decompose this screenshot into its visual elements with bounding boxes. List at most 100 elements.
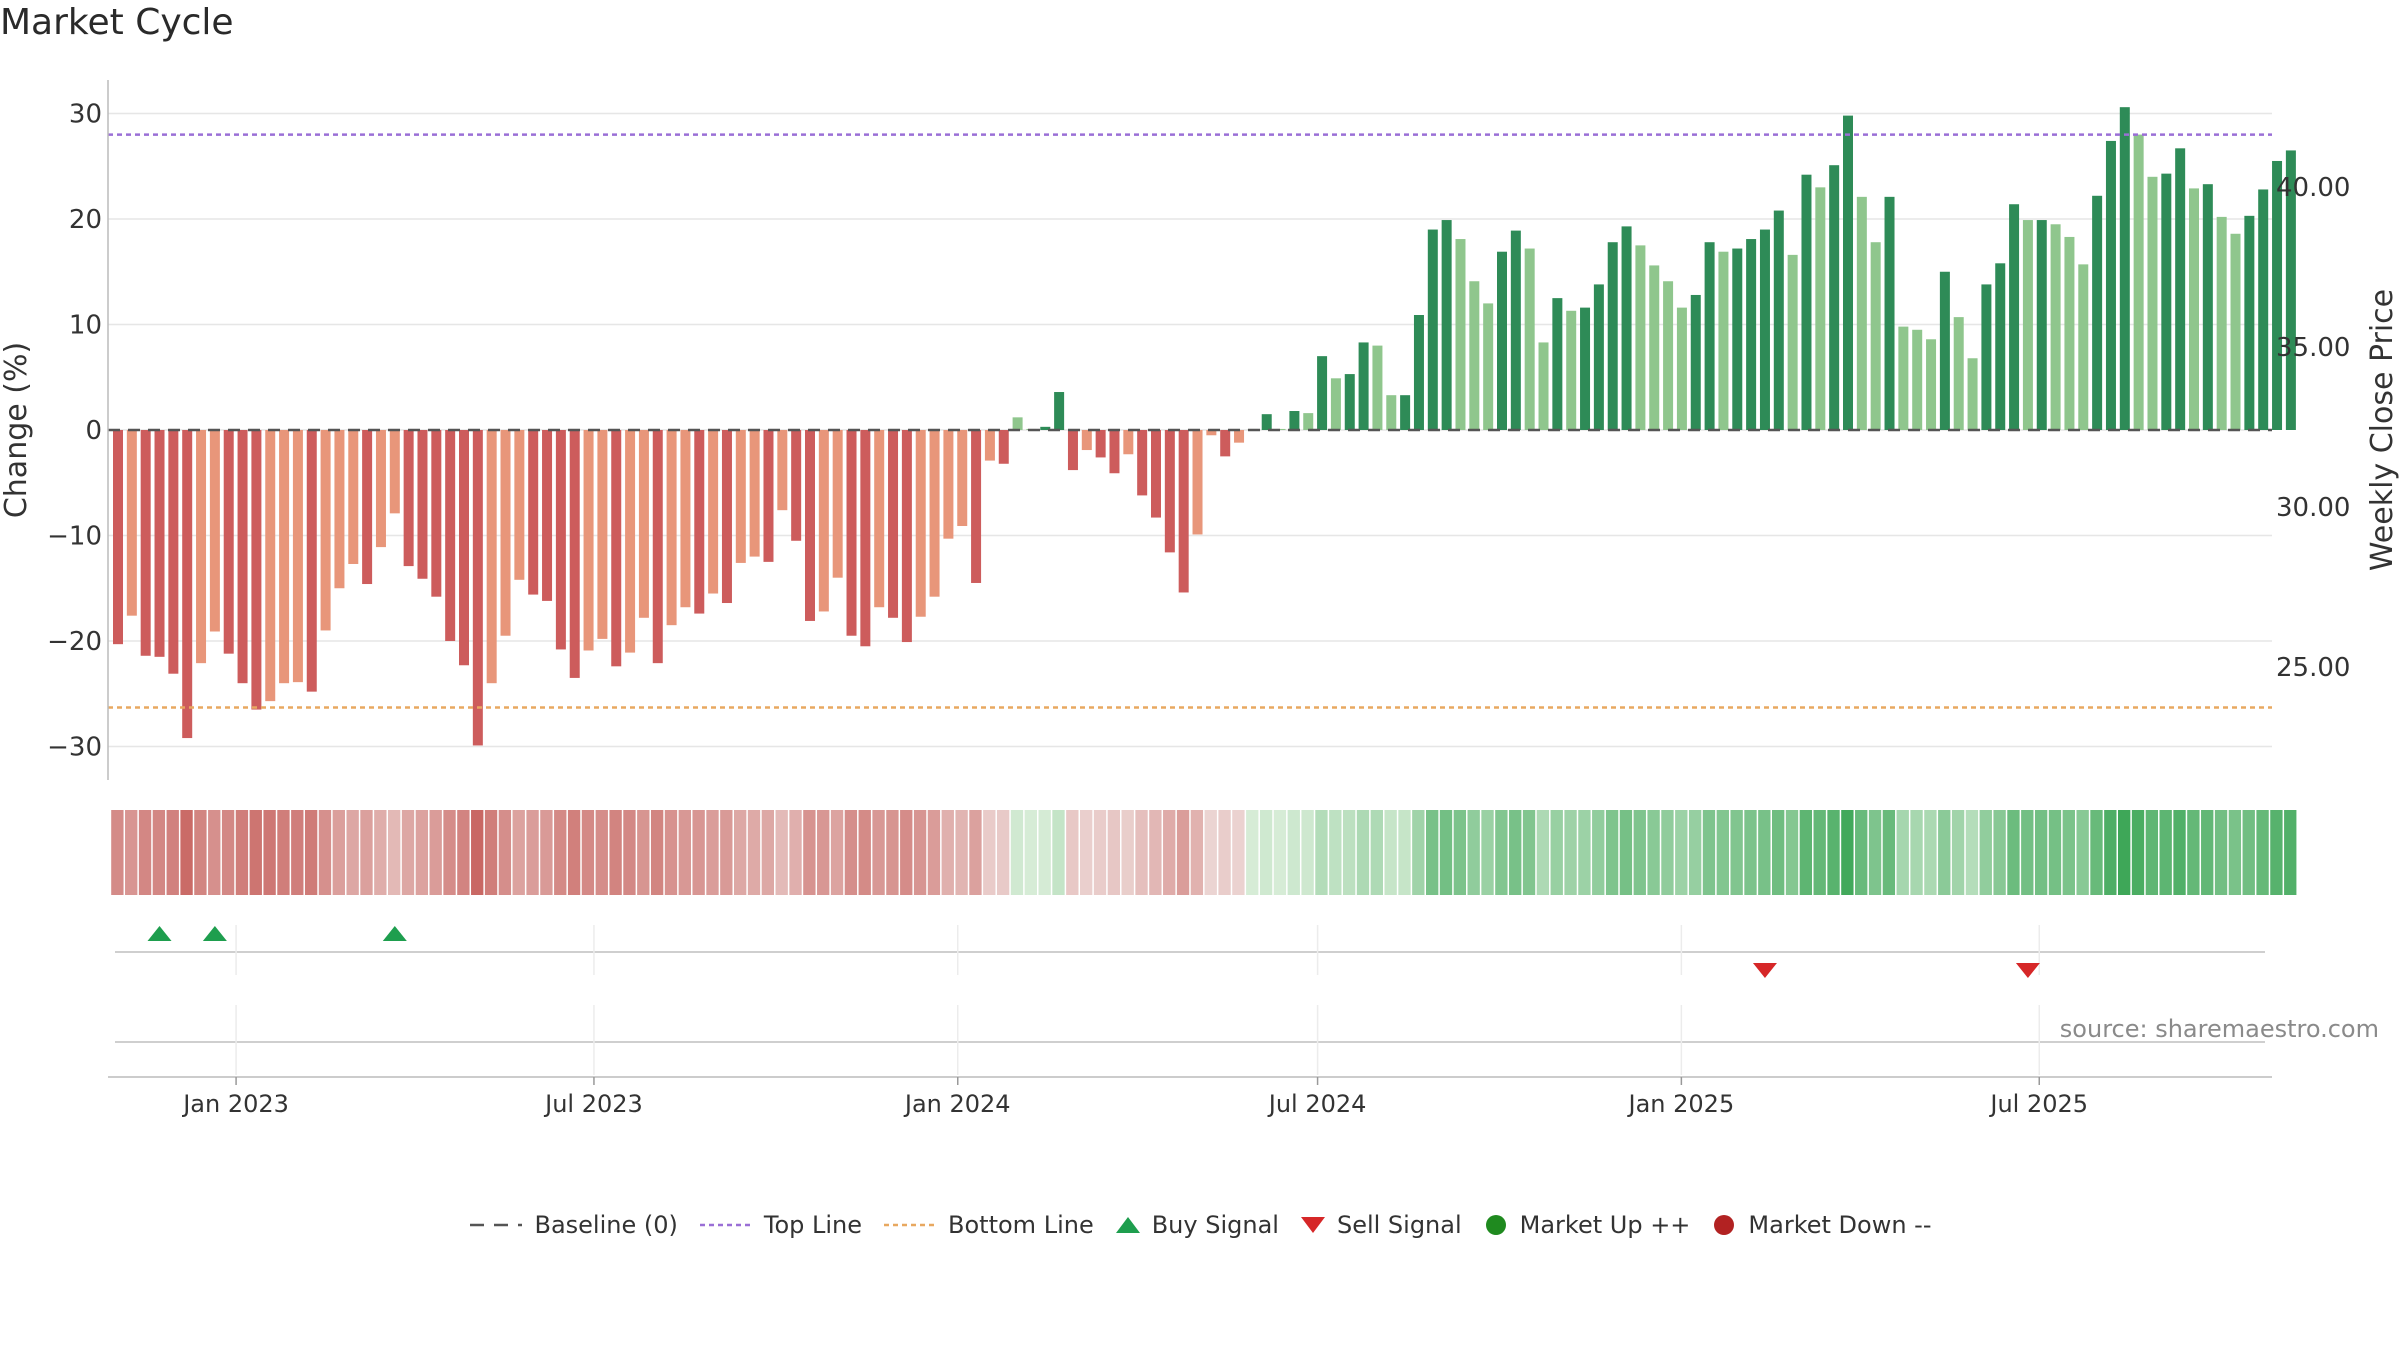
bar xyxy=(1261,414,1272,430)
heat-cell xyxy=(2131,810,2145,895)
bar xyxy=(472,430,483,746)
heat-cell xyxy=(1398,810,1411,895)
bar xyxy=(694,430,705,614)
legend-label: Baseline (0) xyxy=(534,1211,678,1239)
bar xyxy=(943,430,954,539)
heat-cell xyxy=(1550,810,1563,895)
heat-cell xyxy=(1342,810,1356,895)
bar xyxy=(209,430,220,632)
heat-cell xyxy=(2228,810,2242,895)
bar xyxy=(292,430,303,683)
heat-cell xyxy=(1605,810,1619,895)
bar xyxy=(1178,430,1189,593)
bar xyxy=(1939,271,1950,430)
bar xyxy=(708,430,719,594)
heat-cell xyxy=(2270,810,2283,895)
bar xyxy=(1234,430,1245,443)
page-title: Market Cycle xyxy=(0,2,234,43)
bar xyxy=(2119,107,2130,431)
heat-cell xyxy=(817,810,830,895)
bar xyxy=(2230,233,2241,430)
y-tick-label: −20 xyxy=(47,627,102,657)
heat-cell xyxy=(1522,810,1536,895)
bar xyxy=(1220,430,1231,457)
bar xyxy=(998,430,1009,464)
bar xyxy=(2022,220,2033,430)
buy-signal-marker xyxy=(147,926,172,941)
bar xyxy=(1400,395,1411,430)
heat-cell xyxy=(2145,810,2159,895)
heat-cell xyxy=(2214,810,2228,895)
market-panel xyxy=(115,1005,2265,1075)
bar xyxy=(1856,196,1867,430)
legend-label: Sell Signal xyxy=(1336,1211,1462,1239)
heat-cell xyxy=(208,810,221,895)
x-tick-label: Jan 2023 xyxy=(181,1090,289,1118)
y2-tick-label: 35.00 xyxy=(2276,333,2350,363)
bar xyxy=(860,430,871,647)
triangle-down-icon xyxy=(1300,1217,1325,1233)
heat-cell xyxy=(249,810,262,895)
heat-cell xyxy=(844,810,858,895)
bar xyxy=(168,430,179,674)
heat-cell xyxy=(789,810,802,895)
heat-cell xyxy=(2090,810,2103,895)
bar xyxy=(1372,345,1383,430)
heat-cell xyxy=(747,810,761,895)
bar xyxy=(1953,317,1964,430)
heat-cell xyxy=(1592,810,1605,895)
bar xyxy=(459,430,469,666)
bar xyxy=(625,430,636,653)
heat-cell xyxy=(1661,810,1674,895)
heat-cell xyxy=(291,810,304,895)
bar xyxy=(1358,342,1369,430)
bar xyxy=(1566,310,1577,430)
bar xyxy=(417,430,428,579)
bottom-line-legend-icon xyxy=(884,1223,937,1227)
heat-cell xyxy=(1135,810,1148,895)
heat-cell xyxy=(1716,810,1729,895)
bar xyxy=(1040,426,1051,430)
heat-cell xyxy=(1924,810,1937,895)
bar xyxy=(2092,195,2103,430)
bar xyxy=(1455,239,1466,430)
heat-cell xyxy=(1439,810,1453,895)
heat-cell xyxy=(1356,810,1370,895)
heat-cell xyxy=(526,810,539,895)
bar xyxy=(1109,430,1120,474)
heat-cell xyxy=(374,810,387,895)
x-tick-label: Jul 2024 xyxy=(1267,1090,1367,1118)
heat-cell xyxy=(996,810,1010,895)
heat-cell xyxy=(2062,810,2075,895)
heat-cell xyxy=(1093,810,1107,895)
signal-panel xyxy=(115,925,2265,978)
heat-cell xyxy=(581,810,595,895)
bar xyxy=(1801,174,1812,430)
bar xyxy=(2285,150,2296,431)
heat-cell xyxy=(2048,810,2062,895)
heat-cell xyxy=(1772,810,1785,895)
bar xyxy=(528,430,539,595)
reference-lines xyxy=(108,133,2272,709)
bar xyxy=(1137,430,1148,496)
bar xyxy=(279,430,290,684)
bar xyxy=(1317,356,1328,430)
bar xyxy=(957,430,968,527)
heat-cell xyxy=(1813,810,1826,895)
bar xyxy=(445,430,456,641)
heat-cell xyxy=(1481,810,1494,895)
heat-cell xyxy=(2076,810,2089,895)
heat-cell xyxy=(609,810,622,895)
bar xyxy=(832,430,843,578)
bar xyxy=(1690,294,1701,430)
bar xyxy=(1746,239,1757,430)
heat-cell xyxy=(2187,810,2200,895)
bar xyxy=(1718,251,1729,430)
heat-cell xyxy=(1315,810,1328,895)
axes: 30 20 10 0 −10 −20 −30 40.00 35.00 30.00 25.00 Chan… xyxy=(0,80,2400,780)
bar xyxy=(666,430,677,626)
heat-cell xyxy=(858,810,871,895)
heat-cell xyxy=(1744,810,1757,895)
y-tick-label: 20 xyxy=(69,205,102,235)
